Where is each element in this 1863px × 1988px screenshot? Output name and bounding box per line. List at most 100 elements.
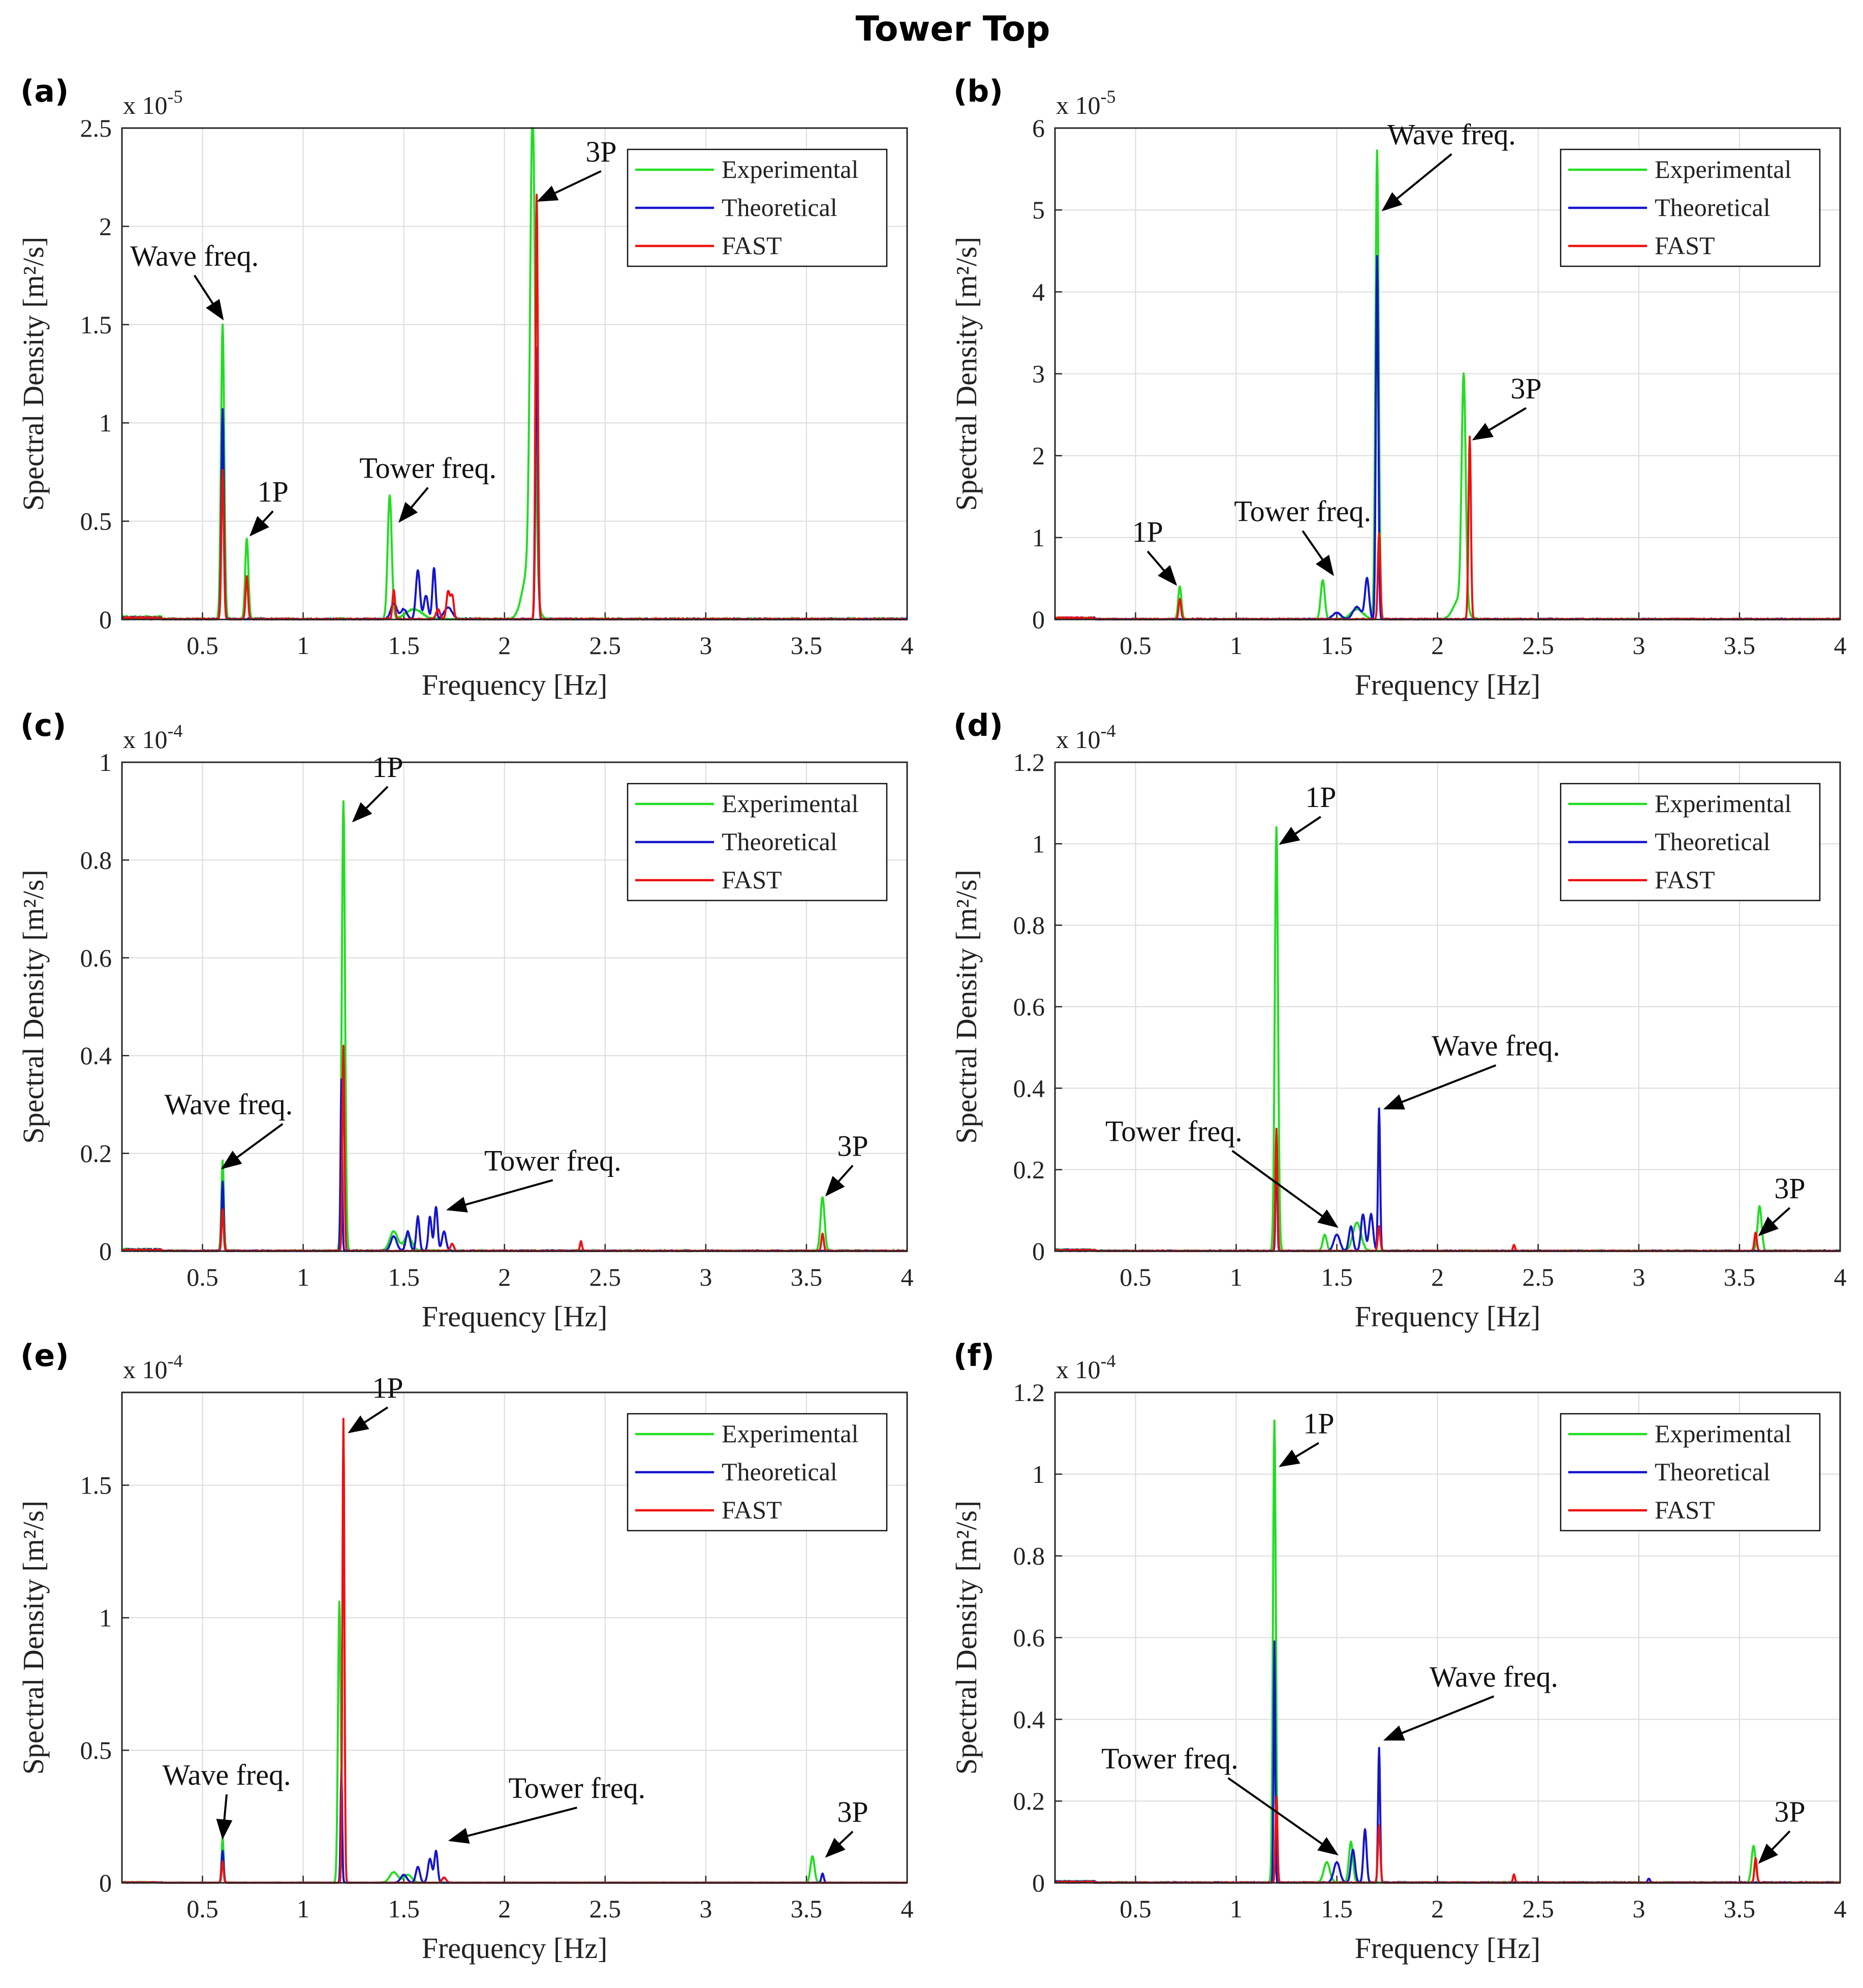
annotation-arrow bbox=[1383, 1695, 1495, 1741]
annotation-arrow bbox=[1279, 816, 1322, 845]
annotation-arrow bbox=[448, 1807, 577, 1844]
legend-entry: Theoretical bbox=[722, 193, 837, 222]
x-tick-label: 0.5 bbox=[1120, 1263, 1152, 1291]
x-tick-label: 0.5 bbox=[1120, 1894, 1152, 1923]
legend-entry: Experimental bbox=[1655, 1419, 1791, 1448]
panel-d: 0.5 1 1.5 2 2.5 3 3.5 4 0 0.2 0.4 0.6 0.8 1 1.2 Frequen… bbox=[950, 708, 1847, 1333]
axis-exponent: x 10-4 bbox=[1056, 721, 1116, 754]
y-tick-label: 0 bbox=[99, 605, 112, 634]
axis-exponent: x 10-5 bbox=[1056, 86, 1116, 119]
y-tick-label: 0.6 bbox=[80, 944, 112, 972]
x-tick-label: 2 bbox=[1431, 1263, 1444, 1291]
axis-exponent: x 10-4 bbox=[123, 1351, 183, 1384]
annotation-label: 3P bbox=[837, 1795, 868, 1828]
x-tick-label: 4 bbox=[901, 631, 914, 660]
legend: Experimental Theoretical FAST bbox=[1560, 783, 1821, 902]
x-axis-label: Frequency [Hz] bbox=[422, 668, 608, 701]
x-axis-label: Frequency [Hz] bbox=[422, 1932, 608, 1965]
x-tick-label: 2.5 bbox=[589, 1894, 622, 1923]
legend-entry: FAST bbox=[1655, 1496, 1715, 1524]
y-tick-label: 0.4 bbox=[1013, 1705, 1045, 1733]
legend-entry: Theoretical bbox=[1655, 1457, 1771, 1486]
y-tick-label: 3 bbox=[1032, 360, 1045, 388]
axes-box bbox=[1054, 127, 1841, 620]
x-tick-label: 3.5 bbox=[791, 631, 823, 660]
annotation-arrow bbox=[193, 274, 224, 321]
x-tick-label: 4 bbox=[1834, 631, 1847, 660]
panel-f: 0.5 1 1.5 2 2.5 3 3.5 4 0 0.2 0.4 0.6 0.8 1 1.2 Frequen… bbox=[950, 1338, 1847, 1965]
x-tick-label: 2.5 bbox=[589, 631, 622, 660]
x-tick-label: 3.5 bbox=[1724, 1263, 1756, 1291]
panels-group: 0.5 1 1.5 2 2.5 3 3.5 4 0 0.5 1 1.5 2 2.5 Frequency [H… bbox=[17, 74, 1847, 1965]
panel-label: (f) bbox=[953, 1338, 995, 1374]
annotation-arrow bbox=[1227, 1777, 1339, 1856]
axis-exponent: x 10-5 bbox=[123, 86, 183, 119]
x-tick-label: 3 bbox=[1632, 631, 1645, 660]
y-tick-label: 0 bbox=[99, 1237, 112, 1265]
y-tick-label: 1 bbox=[99, 409, 112, 437]
x-tick-label: 2 bbox=[1431, 631, 1444, 660]
annotation-arrow bbox=[446, 1179, 553, 1213]
y-tick-label: 2 bbox=[1032, 442, 1045, 470]
y-tick-label: 0.4 bbox=[1013, 1074, 1045, 1102]
annotation-arrow bbox=[1758, 1830, 1791, 1864]
legend-entry: Theoretical bbox=[722, 827, 837, 856]
x-tick-label: 1.5 bbox=[388, 1894, 420, 1923]
x-tick-label: 4 bbox=[901, 1263, 914, 1291]
legend-entry: FAST bbox=[722, 1496, 782, 1524]
y-tick-label: 0.2 bbox=[80, 1139, 112, 1168]
x-tick-label: 3.5 bbox=[1724, 631, 1756, 660]
y-tick-label: 0.8 bbox=[1013, 1542, 1045, 1570]
figure-title: Tower Top bbox=[856, 9, 1050, 49]
y-tick-label: 6 bbox=[1032, 114, 1045, 142]
y-tick-label: 2.5 bbox=[80, 114, 112, 142]
y-tick-label: 0.8 bbox=[80, 846, 112, 874]
annotation-label: 3P bbox=[837, 1129, 868, 1162]
y-tick-label: 0 bbox=[1032, 605, 1045, 634]
axis-exponent: x 10-4 bbox=[1056, 1351, 1116, 1384]
axes-box bbox=[121, 1391, 908, 1884]
axes-box bbox=[121, 127, 908, 620]
x-tick-label: 1 bbox=[1230, 1894, 1243, 1923]
annotation-arrow bbox=[537, 170, 602, 202]
annotation-label: 1P bbox=[1305, 781, 1336, 814]
x-tick-label: 2.5 bbox=[1523, 1263, 1555, 1291]
annotation-label: Tower freq. bbox=[484, 1144, 622, 1177]
y-tick-label: 0.2 bbox=[1013, 1787, 1045, 1815]
x-axis-label: Frequency [Hz] bbox=[422, 1300, 608, 1333]
axes-box bbox=[121, 761, 908, 1252]
x-tick-label: 3 bbox=[699, 1894, 712, 1923]
x-tick-label: 1.5 bbox=[1321, 631, 1353, 660]
y-axis-label: Spectral Density [m²/s] bbox=[17, 869, 50, 1143]
annotation-arrow bbox=[1146, 550, 1177, 586]
x-tick-label: 2.5 bbox=[589, 1263, 622, 1291]
axes-box bbox=[1054, 1391, 1841, 1884]
x-tick-label: 4 bbox=[1834, 1894, 1847, 1923]
legend-entry: Theoretical bbox=[1655, 827, 1771, 856]
y-tick-label: 0.5 bbox=[80, 507, 112, 536]
y-axis-label: Spectral Density [m²/s] bbox=[950, 237, 983, 511]
annotation-arrow bbox=[1472, 407, 1527, 441]
annotation-arrow bbox=[1231, 1150, 1339, 1228]
legend-entry: Experimental bbox=[722, 155, 858, 183]
annotation-label: Wave freq. bbox=[1387, 118, 1516, 151]
y-tick-label: 1 bbox=[1032, 829, 1045, 858]
annotation-label: 1P bbox=[1132, 515, 1163, 548]
x-tick-label: 3.5 bbox=[791, 1894, 823, 1923]
y-tick-label: 1.2 bbox=[1013, 1378, 1045, 1407]
y-axis-label: Spectral Density [m²/s] bbox=[17, 1501, 50, 1775]
annotation-label: Wave freq. bbox=[1432, 1029, 1560, 1062]
annotation-label: 3P bbox=[1510, 372, 1541, 405]
annotation-label: 1P bbox=[257, 475, 288, 508]
x-axis-label: Frequency [Hz] bbox=[1355, 1300, 1541, 1333]
y-tick-label: 1.5 bbox=[80, 310, 112, 339]
annotation-arrow bbox=[398, 487, 429, 523]
annotation-arrow bbox=[1301, 530, 1334, 576]
legend: Experimental Theoretical FAST bbox=[627, 1413, 888, 1532]
y-tick-label: 1.5 bbox=[80, 1471, 112, 1500]
x-axis-label: Frequency [Hz] bbox=[1355, 1932, 1541, 1965]
x-tick-label: 2 bbox=[1431, 1894, 1444, 1923]
axis-exponent: x 10-4 bbox=[123, 721, 183, 754]
